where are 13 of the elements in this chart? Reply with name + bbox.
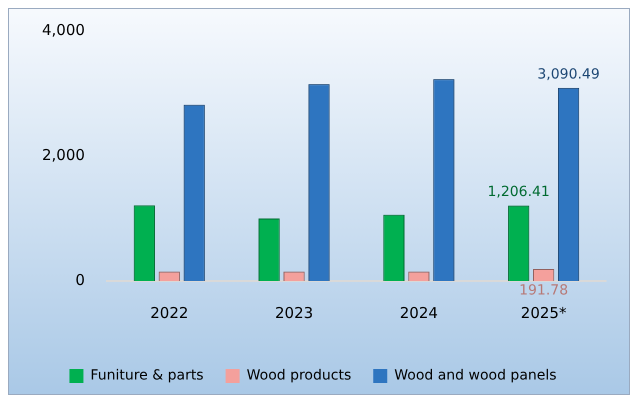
legend-label: Wood products [246, 368, 352, 384]
y-tick-label: 0 [75, 270, 85, 289]
x-tick-label: 2022 [150, 304, 188, 322]
x-tick-label: 2024 [400, 304, 438, 322]
legend-label: Wood and wood panels [394, 368, 557, 384]
data-label: 191.78 [519, 282, 568, 299]
x-tick-label: 2025* [520, 304, 567, 322]
x-tick-label: 2023 [274, 304, 314, 322]
y-tick-label: 4,000 [42, 20, 85, 39]
data-label: 3,090.49 [537, 66, 600, 82]
legend-label: Funiture & parts [90, 368, 204, 384]
data-label: 1,206.41 [487, 184, 550, 200]
y-tick-label: 2,000 [42, 146, 85, 164]
